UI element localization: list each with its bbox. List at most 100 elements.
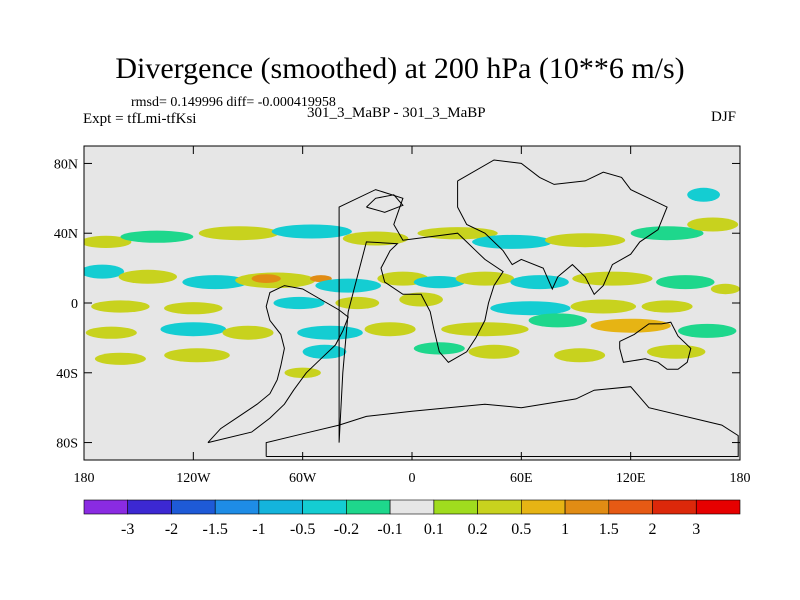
field-blob [510, 275, 569, 290]
chart-title: Divergence (smoothed) at 200 hPa (10**6 … [115, 52, 685, 85]
coastlines [207, 159, 739, 457]
y-tick-label: 40N [54, 227, 78, 242]
colorbar-box [608, 499, 653, 515]
field-blob [678, 323, 737, 338]
field-blob [84, 264, 125, 279]
field-blob [441, 322, 529, 337]
field-blob [335, 296, 380, 310]
field-blob [222, 325, 274, 340]
field-blob [271, 224, 352, 239]
colorbar-label: 2 [649, 521, 657, 538]
season-label: DJF [711, 109, 737, 125]
coastline [366, 194, 404, 213]
field-blob [472, 234, 553, 249]
field-blob [545, 233, 626, 248]
coastline [457, 159, 668, 296]
coastline [207, 285, 349, 444]
colorbar-label: -0.2 [334, 521, 359, 538]
divergence-field [84, 187, 740, 378]
coastline [338, 189, 504, 443]
field-blob [572, 271, 653, 286]
x-tick-label: 120E [616, 471, 646, 486]
colorbar-box [520, 499, 566, 515]
colorbar-label: -1.5 [203, 521, 228, 538]
x-tick-label: 60W [289, 471, 317, 486]
field-blob [273, 296, 325, 310]
x-axis: 180 120W 60W 0 60E 120E 180 [74, 146, 751, 486]
field-blob [364, 322, 416, 337]
field-blob [413, 276, 465, 289]
colorbar-box [477, 499, 522, 515]
colorbar-label: -1 [252, 521, 265, 538]
field-blob [118, 269, 177, 284]
field-blob [164, 302, 223, 315]
field-blob [310, 275, 332, 283]
x-tick-label: 180 [730, 471, 751, 486]
field-blob [413, 342, 465, 355]
field-blob [710, 283, 740, 295]
colorbar-label: 3 [692, 521, 700, 538]
field-blob [656, 275, 715, 290]
field-blob [164, 348, 230, 363]
field-blob [490, 301, 571, 316]
field-blob [85, 326, 137, 339]
y-tick-label: 80N [54, 157, 78, 172]
y-tick-label: 40S [56, 367, 78, 382]
field-blob [641, 300, 693, 313]
field-blob [284, 367, 321, 378]
x-tick-label: 180 [74, 471, 95, 486]
colorbar-label: 1 [561, 521, 569, 538]
colorbar-box [83, 499, 129, 515]
y-axis: 80N 40N 0 40S 80S [54, 157, 740, 452]
field-blob [198, 226, 279, 241]
field-blob [182, 275, 248, 290]
colorbar-box [389, 499, 435, 515]
field-blob [302, 344, 347, 359]
colorbar-box [302, 499, 347, 515]
field-blob [570, 299, 637, 314]
y-tick-label: 0 [71, 297, 78, 312]
colorbar-label: -0.1 [377, 521, 402, 538]
colorbar-box [564, 499, 610, 515]
colorbar: -3 -2 -1.5 -1 -0.5 -0.2 -0.1 0.1 0.2 0.5 1 1.5 2 3 [83, 499, 741, 538]
colorbar-box [127, 499, 172, 515]
y-tick-label: 80S [56, 437, 78, 452]
field-blob [468, 344, 520, 359]
field-blob [399, 292, 443, 307]
x-tick-label: 0 [409, 471, 416, 486]
field-blob [120, 230, 194, 243]
colorbar-label: -0.5 [290, 521, 315, 538]
colorbar-box [433, 499, 478, 515]
colorbar-label: 0.5 [511, 521, 531, 538]
field-blob [160, 322, 227, 337]
field-blob [630, 226, 704, 241]
field-blob [647, 344, 706, 359]
field-blob [342, 231, 409, 246]
coastline [265, 386, 739, 457]
comparison-label: 301_3_MaBP - 301_3_MaBP [307, 105, 486, 121]
colorbar-label: 0.1 [424, 521, 444, 538]
field-blob [94, 352, 146, 365]
experiment-label: Expt = tfLmi-tfKsi [83, 111, 197, 127]
colorbar-box [214, 499, 260, 515]
colorbar-label: 1.5 [599, 521, 619, 538]
field-blob [315, 278, 382, 293]
colorbar-box [652, 499, 697, 515]
field-blob [590, 318, 671, 333]
field-blob [687, 217, 739, 232]
field-blob [297, 325, 363, 340]
field-blob [687, 187, 720, 202]
x-tick-label: 120W [176, 471, 211, 486]
field-blob [84, 235, 132, 248]
field-blob [455, 271, 515, 286]
colorbar-box [171, 499, 216, 515]
colorbar-box [258, 499, 303, 515]
colorbar-label: 0.2 [468, 521, 488, 538]
field-blob [554, 348, 606, 363]
colorbar-box [346, 499, 391, 515]
field-blob [91, 300, 150, 313]
coastline [619, 321, 692, 370]
colorbar-label: -2 [165, 521, 178, 538]
colorbar-box [695, 499, 741, 515]
